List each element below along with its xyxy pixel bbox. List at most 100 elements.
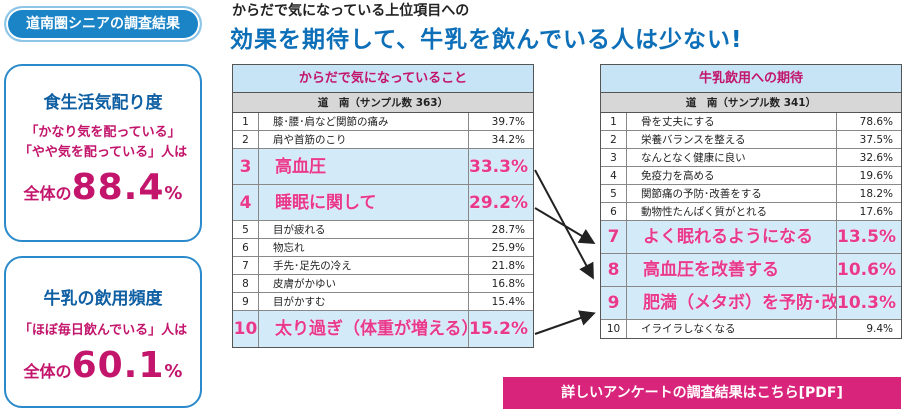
row-value: 10.6%	[837, 260, 896, 280]
milk-expectations-table: 牛乳飲用への期待 道 南（サンプル数 341） 1 骨を丈夫にする 78.6% 2 栄養…	[600, 64, 902, 339]
row-number: 4	[233, 185, 259, 220]
row-item: 目がかすむ	[259, 293, 469, 310]
table-row: 6 動物性たんぱく質がとれる 17.6%	[601, 203, 901, 221]
row-number: 7	[601, 221, 627, 253]
total-value: 60.1	[71, 345, 165, 386]
row-number: 2	[601, 131, 627, 148]
card-title: 食生活気配り度	[43, 93, 163, 113]
row-value: 15.4%	[491, 296, 525, 308]
card-line: 「ほぼ毎日飲んでいる」人は	[18, 323, 188, 338]
row-number: 8	[233, 275, 259, 292]
row-item: 皮膚がかゆい	[259, 275, 469, 292]
table-row: 2 肩や首筋のこり 34.2%	[233, 131, 533, 149]
row-item: 膝･腰･肩など関節の痛み	[259, 113, 469, 130]
row-value: 78.6%	[859, 116, 893, 128]
card-line: 「やや気を配っている」人は	[18, 145, 188, 160]
table-row: 9 目がかすむ 15.4%	[233, 293, 533, 311]
row-value: 9.4%	[866, 323, 893, 335]
health-concerns-table: からだで気になっていること 道 南（サンプル数 363） 1 膝･腰･肩など関節の…	[232, 64, 534, 348]
row-item: 肥満（メタボ）を予防･改善する	[627, 287, 837, 319]
arrow-3-to-8	[534, 169, 594, 280]
table-title: 牛乳飲用への期待	[601, 65, 901, 93]
row-value: 28.7%	[491, 224, 525, 236]
table-row: 6 物忘れ 25.9%	[233, 239, 533, 257]
table-row: 5 関節痛の予防･改善をする 18.2%	[601, 185, 901, 203]
row-number: 2	[233, 131, 259, 148]
table-row: 10 太り過ぎ（体重が増える） 15.2%	[233, 311, 533, 347]
milk-frequency-card: 牛乳の飲用頻度 「ほぼ毎日飲んでいる」人は 全体の60.1%	[4, 256, 202, 408]
row-item: 睡眠に関して	[259, 185, 469, 220]
row-number: 5	[233, 221, 259, 238]
row-item: 物忘れ	[259, 239, 469, 256]
row-value: 39.7%	[491, 116, 525, 128]
total-unit: %	[164, 361, 183, 382]
card-title: 牛乳の飲用頻度	[43, 289, 163, 309]
row-value: 16.8%	[491, 278, 525, 290]
row-value: 29.2%	[469, 193, 528, 213]
row-item: よく眠れるようになる	[627, 221, 837, 253]
diet-care-card: 食生活気配り度 「かなり気を配っている」 「やや気を配っている」人は 全体の88…	[4, 64, 202, 242]
row-item: 高血圧を改善する	[627, 254, 837, 286]
table-title: からだで気になっていること	[233, 65, 533, 93]
row-item: 栄養バランスを整える	[627, 131, 837, 148]
table-body: 1 膝･腰･肩など関節の痛み 39.7% 2 肩や首筋のこり 34.2% 3 高血圧 33.3%…	[233, 113, 533, 347]
row-value: 18.2%	[859, 188, 893, 200]
row-number: 9	[233, 293, 259, 310]
row-number: 10	[233, 311, 259, 347]
table-row: 1 骨を丈夫にする 78.6%	[601, 113, 901, 131]
arrow-4-to-7	[534, 207, 596, 245]
row-value: 21.8%	[491, 260, 525, 272]
table-row: 7 よく眠れるようになる 13.5%	[601, 221, 901, 254]
card-total: 全体の88.4%	[6, 167, 200, 208]
table-body: 1 骨を丈夫にする 78.6% 2 栄養バランスを整える 37.5% 3 なんとなく健康に良い…	[601, 113, 901, 338]
table-row: 7 手先･足先の冷え 21.8%	[233, 257, 533, 275]
row-item: 動物性たんぱく質がとれる	[627, 203, 837, 220]
row-item: 骨を丈夫にする	[627, 113, 837, 130]
pdf-link-button[interactable]: 詳しいアンケートの調査結果はこちら[PDF]	[503, 377, 901, 409]
table-row: 2 栄養バランスを整える 37.5%	[601, 131, 901, 149]
table-row: 4 免疫力を高める 19.6%	[601, 167, 901, 185]
row-item: イライラしなくなる	[627, 320, 837, 338]
row-value: 15.2%	[469, 319, 528, 339]
row-number: 3	[233, 149, 259, 184]
row-number: 10	[601, 320, 627, 338]
survey-badge: 道南圏シニアの調査結果	[4, 6, 202, 42]
row-value: 32.6%	[859, 152, 893, 164]
table-row: 3 なんとなく健康に良い 32.6%	[601, 149, 901, 167]
row-number: 7	[233, 257, 259, 274]
row-number: 1	[233, 113, 259, 130]
row-item: なんとなく健康に良い	[627, 149, 837, 166]
row-item: 免疫力を高める	[627, 167, 837, 184]
total-value: 88.4	[71, 167, 165, 208]
row-number: 8	[601, 254, 627, 286]
row-number: 1	[601, 113, 627, 130]
table-row: 5 目が疲れる 28.7%	[233, 221, 533, 239]
row-number: 6	[601, 203, 627, 220]
row-item: 高血圧	[259, 149, 469, 184]
table-row: 8 高血圧を改善する 10.6%	[601, 254, 901, 287]
page-title: 効果を期待して、牛乳を飲んでいる人は少ない!	[230, 27, 743, 53]
row-value: 13.5%	[837, 227, 896, 247]
row-value: 37.5%	[859, 134, 893, 146]
row-number: 5	[601, 185, 627, 202]
row-number: 4	[601, 167, 627, 184]
row-number: 6	[233, 239, 259, 256]
table-row: 8 皮膚がかゆい 16.8%	[233, 275, 533, 293]
arrow-10-to-9	[534, 310, 596, 335]
row-value: 10.3%	[837, 293, 896, 313]
table-row: 10 イライラしなくなる 9.4%	[601, 320, 901, 338]
total-prefix: 全体の	[23, 184, 72, 203]
table-row: 3 高血圧 33.3%	[233, 149, 533, 185]
row-value: 33.3%	[469, 157, 528, 177]
row-item: 肩や首筋のこり	[259, 131, 469, 148]
row-value: 17.6%	[859, 206, 893, 218]
row-value: 19.6%	[859, 170, 893, 182]
table-row: 4 睡眠に関して 29.2%	[233, 185, 533, 221]
row-value: 25.9%	[491, 242, 525, 254]
row-number: 3	[601, 149, 627, 166]
table-row: 1 膝･腰･肩など関節の痛み 39.7%	[233, 113, 533, 131]
total-unit: %	[164, 183, 183, 204]
header-subtitle: からだで気になっている上位項目への	[232, 3, 470, 19]
row-item: 太り過ぎ（体重が増える）	[259, 311, 469, 347]
